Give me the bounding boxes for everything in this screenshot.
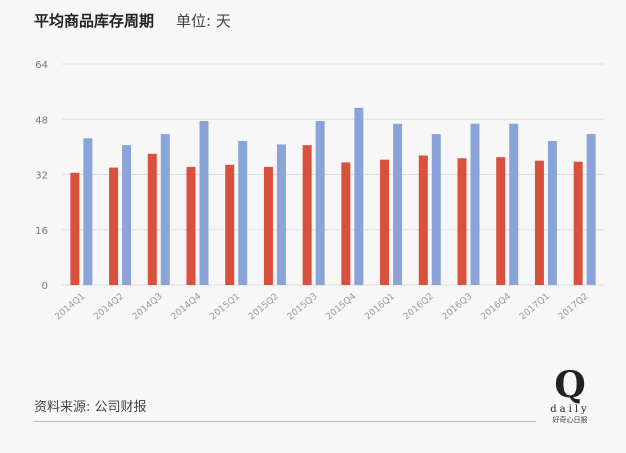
unit-label: 单位: 天	[176, 12, 231, 30]
x-tick-label: 2016Q4	[479, 291, 513, 322]
x-tick-label: 2017Q1	[518, 292, 552, 323]
bar-series-a	[147, 153, 157, 285]
chart-header: 平均商品库存周期 单位: 天	[34, 10, 231, 31]
x-tick-label: 2016Q1	[363, 292, 397, 323]
footer-divider	[34, 421, 536, 422]
logo-tagline: 好奇心日报	[552, 416, 588, 424]
y-tick-label: 32	[35, 171, 48, 182]
bar-series-a	[225, 164, 235, 285]
bar-series-b	[547, 141, 557, 285]
bar-series-a	[380, 159, 390, 285]
x-tick-label: 2017Q2	[557, 292, 591, 323]
bar-series-b	[83, 138, 93, 285]
x-tick-label: 2014Q3	[131, 292, 165, 323]
y-tick-label: 16	[35, 226, 48, 237]
bar-series-b	[122, 145, 132, 285]
x-tick-label: 2015Q1	[208, 292, 242, 323]
bar-series-a	[70, 172, 80, 285]
bar-series-a	[496, 157, 506, 285]
bar-series-a	[263, 166, 273, 285]
bar-series-a	[573, 161, 583, 285]
bar-series-b	[509, 123, 519, 285]
bar-series-b	[470, 123, 480, 285]
bar-series-b	[315, 120, 325, 285]
x-tick-label: 2016Q2	[402, 292, 436, 323]
x-tick-label: 2016Q3	[441, 292, 475, 323]
bar-series-b	[354, 107, 364, 285]
bar-series-b	[238, 141, 248, 285]
bar-series-b	[199, 120, 209, 285]
bar-series-a	[418, 155, 428, 285]
logo-letter: Q	[554, 364, 586, 406]
y-tick-label: 48	[35, 115, 48, 126]
bar-series-a	[109, 167, 119, 285]
bar-series-b	[276, 144, 286, 285]
bar-series-a	[341, 162, 351, 285]
y-tick-label: 0	[42, 281, 48, 292]
bar-series-a	[186, 166, 196, 285]
x-tick-label: 2014Q1	[53, 292, 87, 323]
brand-logo: Q daily 好奇心日报	[546, 366, 594, 425]
bar-series-b	[431, 134, 441, 285]
y-tick-label: 64	[35, 60, 48, 71]
logo-word: daily	[550, 404, 590, 415]
source-note: 资料来源: 公司财报	[34, 400, 147, 415]
x-tick-label: 2015Q2	[247, 292, 281, 323]
bar-series-b	[160, 134, 170, 285]
x-tick-label: 2014Q2	[92, 292, 126, 323]
x-tick-label: 2015Q4	[324, 291, 358, 322]
chart-title: 平均商品库存周期	[34, 12, 155, 30]
x-tick-label: 2015Q3	[286, 292, 320, 323]
bar-series-a	[457, 158, 467, 285]
bar-series-b	[393, 123, 403, 285]
x-tick-label: 2014Q4	[170, 291, 204, 322]
bar-series-b	[586, 134, 596, 285]
bar-series-a	[302, 145, 312, 285]
bar-series-a	[534, 160, 544, 285]
